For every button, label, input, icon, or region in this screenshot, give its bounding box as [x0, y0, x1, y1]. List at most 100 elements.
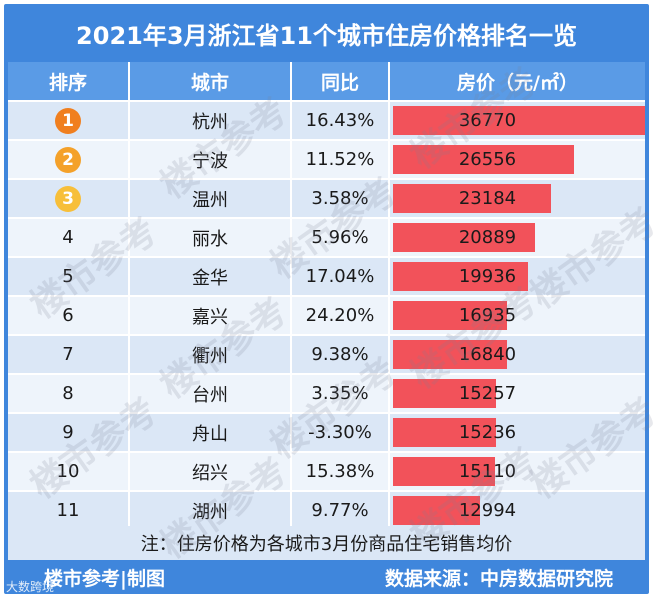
price-bar: [393, 184, 551, 213]
table-row: 2 宁波 11.52% 26556: [8, 139, 645, 179]
rank-cell: 4: [8, 217, 130, 257]
city-cell: 丽水: [129, 217, 292, 257]
price-bar: [393, 418, 496, 447]
footnote: 注：住房价格为各城市3月份商品住宅销售均价: [8, 526, 645, 560]
city-cell: 台州: [129, 373, 292, 413]
rank-cell: 8: [8, 373, 130, 413]
yoy-cell: 16.43%: [291, 100, 390, 140]
price-bar: [393, 496, 481, 525]
price-label: 23184: [458, 188, 517, 209]
rank-badge-icon: 1: [55, 107, 81, 134]
price-bar: [393, 379, 496, 408]
rank-cell: 3: [8, 178, 130, 218]
price-bar: [393, 145, 575, 174]
city-cell: 嘉兴: [129, 295, 292, 335]
price-label: 15236: [458, 422, 517, 443]
rank-number: 10: [56, 461, 80, 482]
rank-cell: 5: [8, 256, 130, 296]
footer-source: 数据来源：中房数据研究院: [384, 568, 613, 590]
price-label: 20889: [458, 227, 517, 248]
price-label: 16935: [458, 305, 517, 326]
yoy-cell: 9.77%: [291, 490, 390, 529]
yoy-cell: 9.38%: [291, 334, 390, 374]
header-rank: 排序: [8, 62, 130, 101]
rank-number: 7: [62, 344, 74, 365]
yoy-cell: 3.58%: [291, 178, 390, 218]
rank-cell: 9: [8, 412, 130, 452]
price-label: 15110: [458, 461, 517, 482]
price-cell: 26556: [389, 139, 645, 179]
rank-number: 11: [56, 500, 80, 521]
price-label: 19936: [458, 266, 517, 287]
table-row: 9 舟山 -3.30% 15236: [8, 412, 645, 452]
yoy-cell: 3.35%: [291, 373, 390, 413]
yoy-cell: -3.30%: [291, 412, 390, 452]
header-city: 城市: [129, 62, 292, 101]
rank-cell: 11: [8, 490, 130, 529]
yoy-cell: 15.38%: [291, 451, 390, 491]
price-label: 36770: [458, 110, 517, 131]
rank-number: 9: [62, 422, 74, 443]
rank-badge-icon: 2: [55, 146, 81, 173]
yoy-cell: 17.04%: [291, 256, 390, 296]
table-row: 4 丽水 5.96% 20889: [8, 217, 645, 257]
price-label: 12994: [458, 500, 517, 521]
city-cell: 金华: [129, 256, 292, 296]
footer-credit: 楼市参考|制图: [44, 568, 165, 590]
rank-number: 5: [62, 266, 74, 287]
table-row: 5 金华 17.04% 19936: [8, 256, 645, 296]
price-bar: [393, 301, 508, 330]
price-bar: [393, 106, 645, 135]
rank-number: 8: [62, 383, 74, 404]
city-cell: 宁波: [129, 139, 292, 179]
table-body: 1 杭州 16.43% 36770 2 宁波 11.52% 26556 3 温州 3.58% 2318…: [8, 100, 645, 529]
yoy-cell: 11.52%: [291, 139, 390, 179]
rank-cell: 1: [8, 100, 130, 140]
rank-number: 4: [62, 227, 74, 248]
rank-number: 6: [62, 305, 74, 326]
rank-cell: 2: [8, 139, 130, 179]
table-row: 6 嘉兴 24.20% 16935: [8, 295, 645, 335]
price-cell: 16935: [389, 295, 645, 335]
table-row: 8 台州 3.35% 15257: [8, 373, 645, 413]
city-cell: 舟山: [129, 412, 292, 452]
rank-badge-icon: 3: [55, 185, 81, 212]
price-cell: 19936: [389, 256, 645, 296]
price-bar: [393, 223, 535, 252]
yoy-cell: 5.96%: [291, 217, 390, 257]
rank-cell: 7: [8, 334, 130, 374]
price-cell: 12994: [389, 490, 645, 529]
chart-title: 2021年3月浙江省11个城市住房价格排名一览: [76, 21, 577, 50]
rank-cell: 10: [8, 451, 130, 491]
corner-watermark: 大数跨境: [6, 580, 55, 594]
table-row: 1 杭州 16.43% 36770: [8, 100, 645, 140]
price-bar: [393, 262, 529, 291]
price-cell: 16840: [389, 334, 645, 374]
price-cell: 15236: [389, 412, 645, 452]
chart-frame: 2021年3月浙江省11个城市住房价格排名一览 排序 城市 同比 房价（元/㎡）…: [4, 4, 649, 594]
rank-cell: 6: [8, 295, 130, 335]
header-price: 房价（元/㎡）: [389, 62, 645, 101]
yoy-cell: 24.20%: [291, 295, 390, 335]
table-row: 3 温州 3.58% 23184: [8, 178, 645, 218]
table-row: 10 绍兴 15.38% 15110: [8, 451, 645, 491]
price-cell: 15110: [389, 451, 645, 491]
price-cell: 23184: [389, 178, 645, 218]
table-row: 11 湖州 9.77% 12994: [8, 490, 645, 529]
table-row: 7 衢州 9.38% 16840: [8, 334, 645, 374]
price-label: 26556: [458, 149, 517, 170]
city-cell: 绍兴: [129, 451, 292, 491]
price-cell: 15257: [389, 373, 645, 413]
header-row: 排序 城市 同比 房价（元/㎡）: [8, 62, 645, 101]
price-label: 16840: [458, 344, 517, 365]
city-cell: 杭州: [129, 100, 292, 140]
price-cell: 36770: [389, 100, 645, 140]
price-bar: [393, 340, 507, 369]
price-label: 15257: [458, 383, 517, 404]
city-cell: 衢州: [129, 334, 292, 374]
ranking-table: 排序 城市 同比 房价（元/㎡） 1 杭州 16.43% 36770 2 宁波 11.52%…: [8, 62, 645, 529]
city-cell: 湖州: [129, 490, 292, 529]
price-bar: [393, 457, 495, 486]
header-yoy: 同比: [291, 62, 390, 101]
city-cell: 温州: [129, 178, 292, 218]
